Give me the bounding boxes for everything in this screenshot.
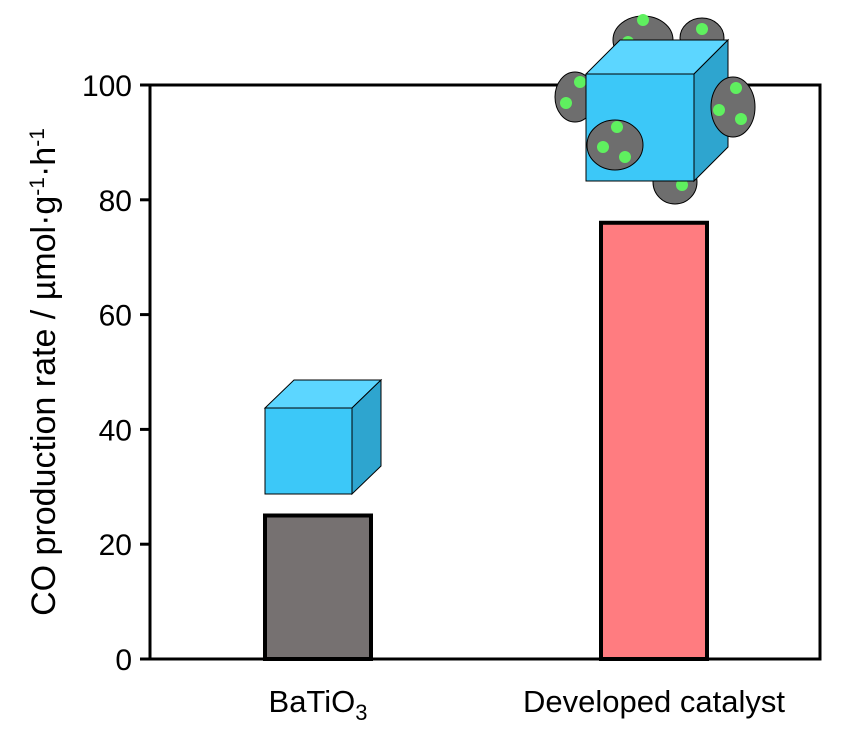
y-axis-label: CO production rate / µmol·g-1·h-1 (25, 128, 63, 616)
y-tick-label: 100 (82, 70, 132, 103)
y-axis-label-text: ·h (25, 147, 63, 177)
y-tick-label: 80 (99, 185, 132, 218)
y-axis-ticks: 0 20 40 60 80 100 (82, 70, 150, 677)
catalyst-cube-illustration (554, 14, 756, 205)
y-axis-label-text: CO production rate / µmol·g (25, 196, 63, 616)
y-tick-label: 40 (99, 414, 132, 447)
bar-1 (263, 513, 373, 661)
bars (263, 220, 709, 661)
particle-front-left (586, 119, 644, 171)
x-tick-label: Developed catalyst (523, 684, 785, 719)
y-axis-label-superscript: -1 (26, 177, 49, 196)
particle-back-left (554, 71, 596, 123)
cube-front-face (264, 407, 353, 495)
y-tick-label: 0 (115, 644, 132, 677)
y-tick-label: 20 (99, 529, 132, 562)
x-axis-labels: BaTiO3 Developed catalyst (269, 684, 786, 725)
y-tick-label: 60 (99, 300, 132, 333)
plot-frame (148, 83, 822, 661)
x-tick-label-subscript: 3 (355, 700, 367, 725)
y-axis-label-superscript: -1 (26, 128, 49, 147)
batio3-cube-illustration (263, 378, 383, 496)
particle-front-right (710, 76, 756, 138)
bar-2 (599, 220, 709, 661)
x-tick-label: BaTiO3 (269, 684, 368, 725)
